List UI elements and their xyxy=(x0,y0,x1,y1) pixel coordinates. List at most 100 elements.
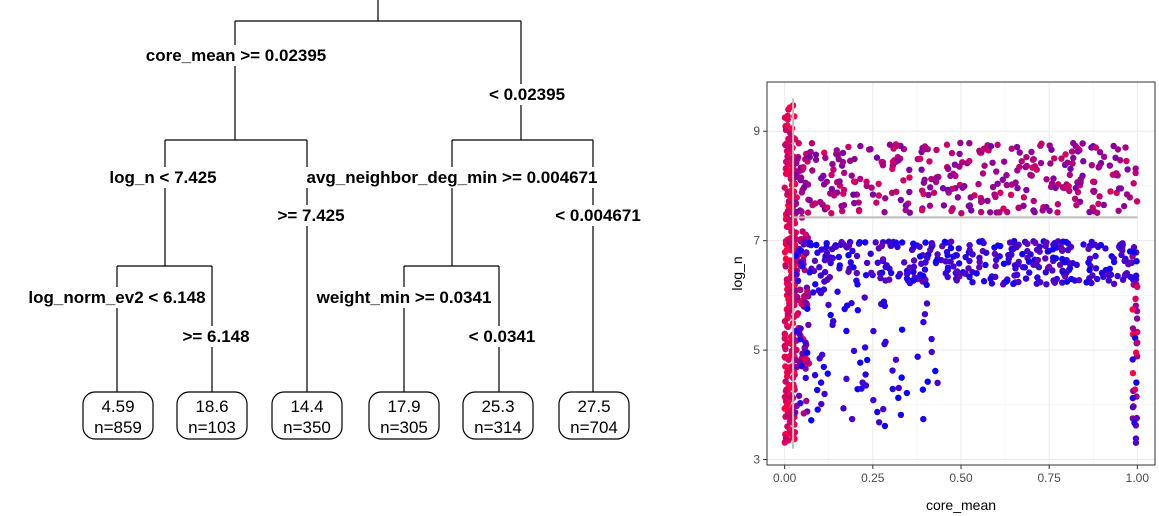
scatter-point xyxy=(853,269,861,277)
scatter-point xyxy=(921,266,929,273)
scatter-point xyxy=(797,286,804,294)
scatter-point xyxy=(809,289,817,296)
scatter-point xyxy=(966,202,974,209)
scatter-point xyxy=(1096,149,1104,156)
scatter-point xyxy=(786,307,794,314)
scatter-point xyxy=(1062,238,1070,246)
x-axis-title: core_mean xyxy=(926,497,996,513)
scatter-point xyxy=(861,294,868,301)
scatter-point xyxy=(806,239,813,246)
scatter-point xyxy=(1043,203,1050,211)
scatter-point xyxy=(879,256,887,263)
scatter-point xyxy=(962,253,969,261)
scatter-point xyxy=(916,253,924,260)
scatter-point xyxy=(1066,265,1074,272)
scatter-point xyxy=(1126,194,1134,201)
scatter-point xyxy=(1074,148,1082,155)
scatter-point xyxy=(943,248,951,256)
split-label-bg xyxy=(312,287,495,308)
scatter-point xyxy=(1054,201,1062,208)
scatter-point xyxy=(785,296,792,303)
scatter-point xyxy=(1026,269,1033,276)
scatter-point xyxy=(1068,148,1076,155)
scatter-point xyxy=(804,209,812,216)
scatter-point xyxy=(1030,207,1037,214)
scatter-point xyxy=(872,239,879,246)
scatter-point xyxy=(785,368,792,376)
scatter-point xyxy=(1089,178,1097,185)
scatter-point xyxy=(966,273,973,281)
scatter-point xyxy=(782,435,790,442)
scatter-point xyxy=(906,209,913,216)
scatter-point xyxy=(961,270,968,277)
scatter-point xyxy=(1132,349,1140,356)
scatter-point xyxy=(1080,241,1087,248)
scatter-point xyxy=(793,208,800,216)
scatter-point xyxy=(1007,191,1015,199)
scatter-point xyxy=(824,370,831,377)
scatter-point xyxy=(1022,163,1029,171)
scatter-point xyxy=(1107,188,1114,195)
scatter-point xyxy=(1129,369,1137,377)
scatter-point xyxy=(999,176,1006,183)
scatter-point xyxy=(893,188,900,195)
scatter-point xyxy=(830,166,837,173)
scatter-point xyxy=(1050,175,1057,182)
scatter-point xyxy=(1003,208,1011,216)
scatter-point xyxy=(895,394,902,402)
scatter-point xyxy=(816,264,823,271)
scatter-point xyxy=(1024,240,1031,248)
scatter-point xyxy=(997,242,1004,250)
leaf-value: 25.3 xyxy=(481,397,514,416)
scatter-point xyxy=(840,186,848,194)
scatter-point xyxy=(933,174,940,181)
scatter-point xyxy=(1100,201,1108,209)
scatter-point xyxy=(906,188,913,196)
scatter-point xyxy=(947,258,954,265)
scatter-point xyxy=(928,239,936,247)
scatter-point xyxy=(1074,188,1082,196)
scatter-point xyxy=(793,271,800,278)
scatter-point xyxy=(850,191,857,198)
scatter-point xyxy=(977,208,985,216)
scatter-point xyxy=(1069,259,1076,267)
split-label-bg xyxy=(179,326,253,347)
scatter-point xyxy=(976,254,983,261)
scatter-point xyxy=(812,156,820,163)
scatter-point xyxy=(906,264,913,271)
scatter-point xyxy=(793,311,800,319)
scatter-point xyxy=(835,253,843,261)
scatter-point xyxy=(895,157,902,164)
scatter-point xyxy=(781,249,789,256)
scatter-point xyxy=(880,405,887,413)
scatter-point xyxy=(1088,279,1095,287)
scatter-point xyxy=(997,189,1004,196)
scatter-point xyxy=(1127,273,1134,281)
scatter-point xyxy=(1023,153,1030,161)
scatter-point xyxy=(823,249,831,256)
scatter-point xyxy=(930,189,938,196)
scatter-point xyxy=(923,281,930,289)
scatter-point xyxy=(841,169,848,177)
scatter-point xyxy=(1070,154,1077,162)
scatter-point xyxy=(1030,197,1037,205)
scatter-point xyxy=(1098,269,1106,277)
scatter-point xyxy=(1024,247,1031,255)
scatter-point xyxy=(1003,172,1010,179)
scatter-point xyxy=(1086,266,1093,274)
scatter-point xyxy=(941,238,949,246)
scatter-point xyxy=(976,264,983,271)
scatter-point xyxy=(1003,278,1010,285)
scatter-point xyxy=(1070,139,1077,147)
scatter-point xyxy=(802,355,810,362)
scatter-point xyxy=(798,260,805,267)
scatter-point xyxy=(886,141,894,148)
scatter-point xyxy=(811,371,819,379)
scatter-point xyxy=(784,209,792,216)
scatter-point xyxy=(924,378,931,385)
scatter-point xyxy=(996,209,1003,216)
leaf-box xyxy=(176,391,248,440)
scatter-point xyxy=(862,239,869,246)
scatter-point xyxy=(809,167,816,174)
